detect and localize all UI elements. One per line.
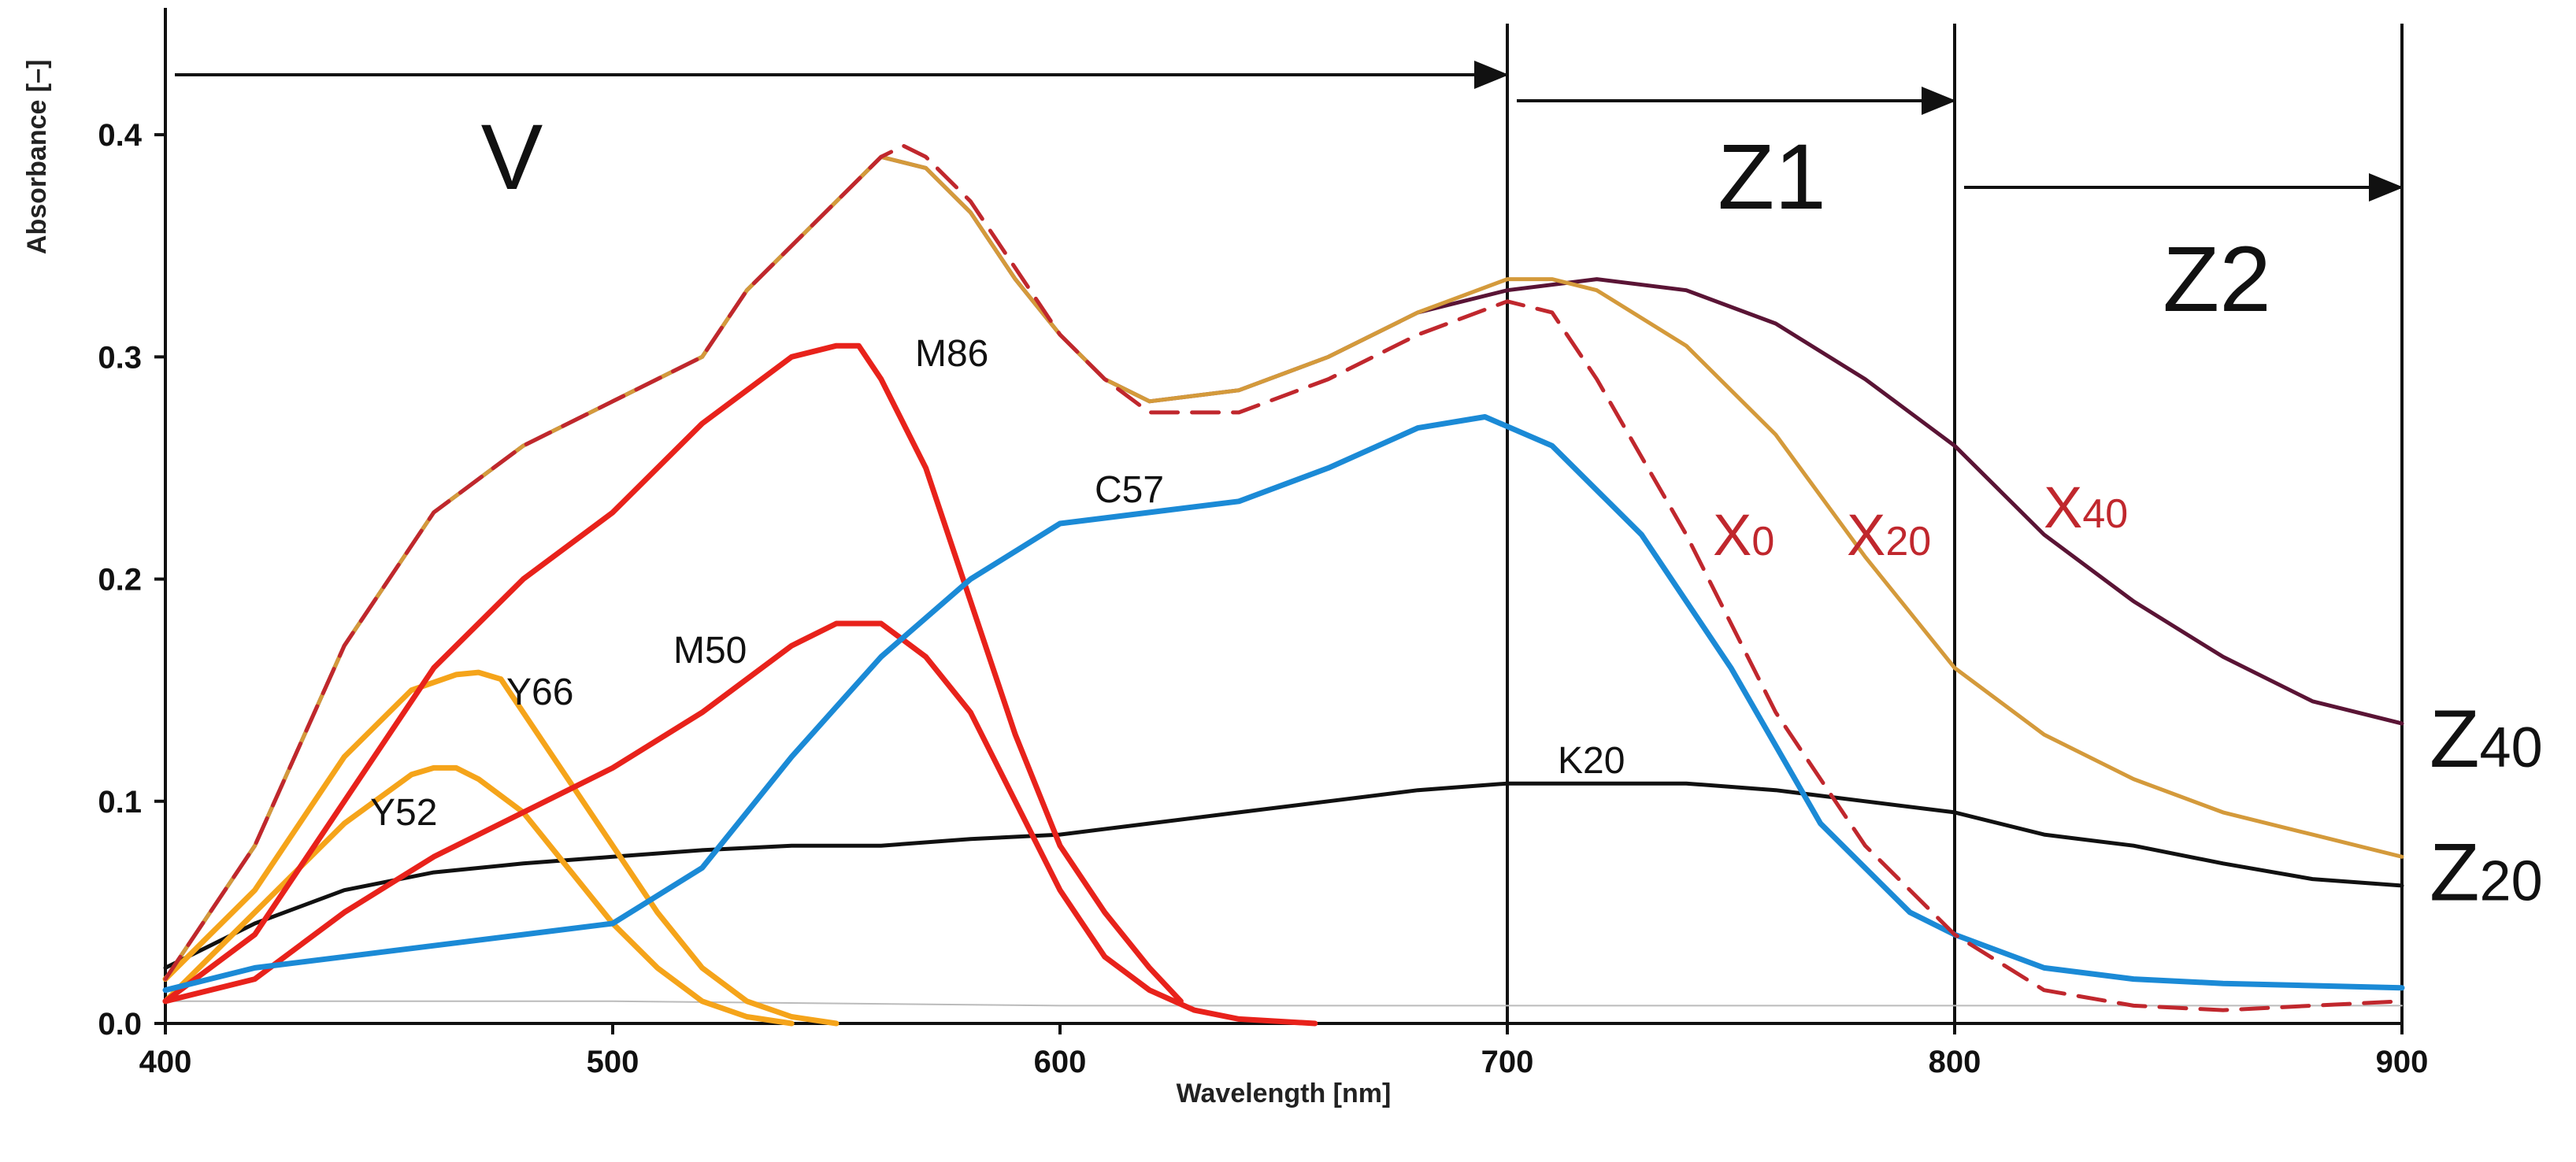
- series-label-m86: M86: [915, 333, 988, 375]
- series-line-k20: [163, 781, 2404, 970]
- series-line-y52: [162, 764, 795, 1027]
- series-line-x20: [163, 154, 2404, 982]
- series-label-k20: K20: [1558, 740, 1625, 782]
- z-label-z20: Z20: [2430, 827, 2543, 918]
- series-label-m50: M50: [673, 630, 747, 672]
- x-tick-label: 500: [587, 1045, 639, 1079]
- series-label-y52: Y52: [370, 792, 437, 834]
- series-line-paper: [165, 1000, 2403, 1007]
- series-label-x20: X20: [1847, 502, 1931, 568]
- x-axis-title: Wavelength [nm]: [1177, 1079, 1392, 1108]
- series-line-m50: [162, 620, 1318, 1027]
- series-line-m86: [162, 342, 1184, 1005]
- series-label-x0: X0: [1713, 502, 1774, 568]
- series-lines: [162, 143, 2405, 1027]
- series-label-x40: X40: [2044, 475, 2128, 540]
- y-tick-label: 0.0: [98, 1007, 142, 1042]
- y-tick-label: 0.3: [98, 340, 142, 375]
- x-tick-label: 900: [2376, 1045, 2429, 1079]
- region-label-z2: Z2: [2163, 228, 2271, 331]
- series-line-x40: [163, 154, 2404, 982]
- axes: 400 500 600 700 800 900 0.0 0.1 0.2 0.3 0.4 Wavelen…: [22, 8, 2428, 1108]
- series-label-c57: C57: [1095, 469, 1164, 511]
- series-label-y66: Y66: [506, 672, 573, 713]
- x-tick-label: 800: [1929, 1045, 1981, 1079]
- series-line-c57: [162, 414, 2405, 994]
- x-tick-label: 700: [1481, 1045, 1534, 1079]
- series-labels: M86 M50 Y66 Y52 C57 K20 X0 X20 X40 Z40 Z20: [370, 333, 2543, 918]
- y-tick-label: 0.1: [98, 785, 142, 820]
- region-annotations: V Z1 Z2: [175, 24, 2404, 1023]
- y-axis-title: Absorbance [–]: [22, 60, 52, 254]
- x-tick-label: 600: [1034, 1045, 1087, 1079]
- y-tick-label: 0.4: [98, 118, 142, 153]
- region-label-v: V: [481, 105, 543, 209]
- series-line-x0: [163, 143, 2404, 1012]
- z-label-z40: Z40: [2430, 694, 2543, 785]
- series-line-y66: [162, 669, 840, 1027]
- x-tick-label: 400: [139, 1045, 192, 1079]
- region-label-z1: Z1: [1718, 125, 1826, 229]
- y-tick-label: 0.2: [98, 563, 142, 598]
